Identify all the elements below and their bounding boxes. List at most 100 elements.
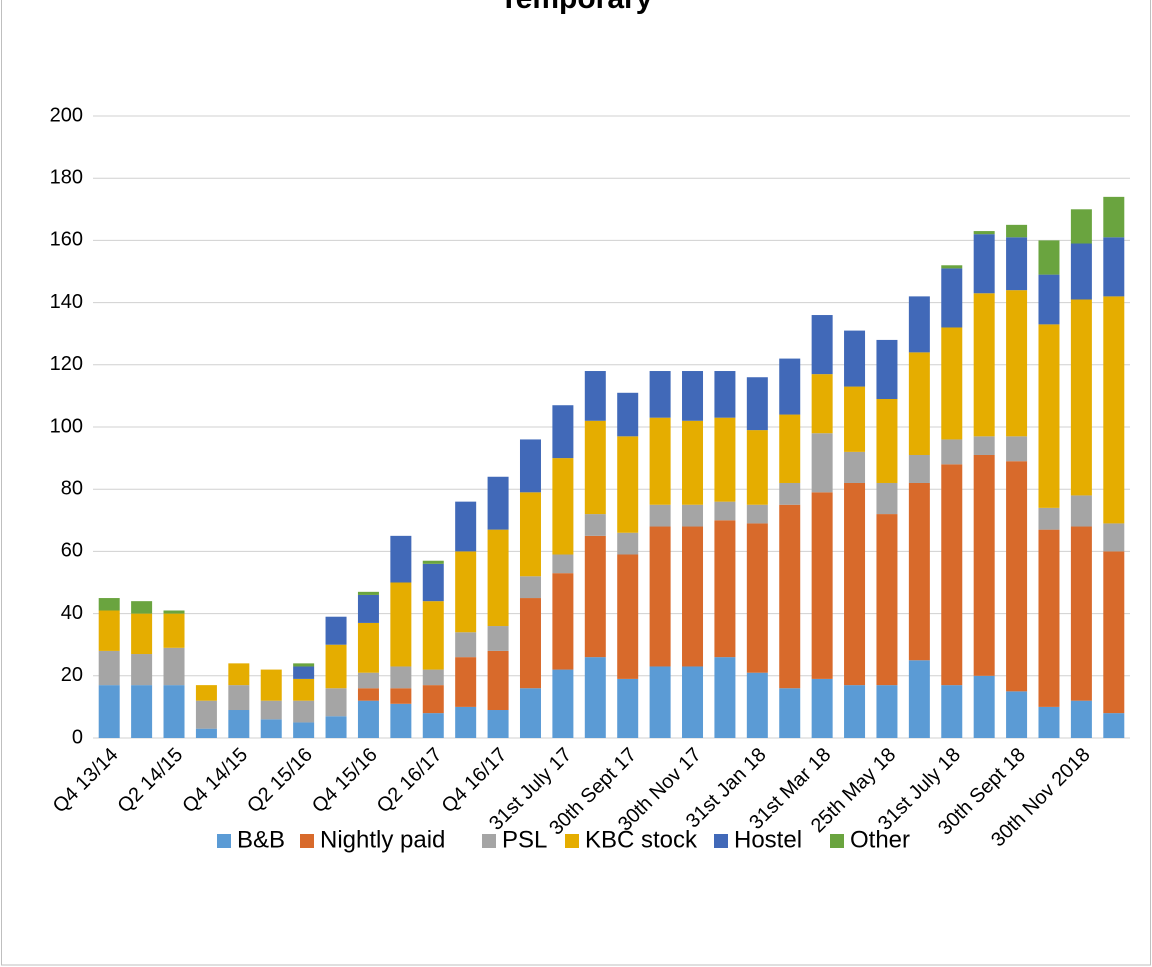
x-tick-label: Q2 16/17 [373,744,447,818]
legend-swatch [482,834,496,848]
bar-segment [876,685,898,738]
y-tick-label: 80 [61,477,83,499]
bar-segment [1038,507,1060,530]
bar-segment [98,610,120,651]
bar-segment [487,529,509,627]
bar-segment [682,420,704,505]
bar-segment [714,657,736,738]
x-tick-label: Q4 14/15 [178,744,252,818]
bar-segment [422,713,444,738]
bar-segment [617,392,639,437]
bar-segment [487,476,509,530]
bar-segment [519,439,541,493]
bar-segment [293,678,315,701]
bar-segment [908,352,930,455]
bar-segment [195,728,217,738]
x-tick-label: Q2 15/16 [243,744,317,818]
bar-segment [228,710,250,738]
bar-segment [293,666,315,679]
y-tick-label: 100 [50,415,83,437]
bar-segment [714,417,736,502]
bar-segment [98,685,120,738]
bar-segment [617,678,639,738]
bar-segment [390,688,412,704]
bar-segment [1070,526,1092,701]
bar-segment [584,535,606,658]
bar-segment [487,710,509,738]
bar-segment [908,660,930,738]
bar-segment [1103,713,1125,738]
x-tick-label: Q4 15/16 [308,744,382,818]
bar-segment [1038,240,1060,275]
bar-segment [844,451,866,483]
bar-segment [973,231,995,235]
bar-segment [325,616,347,645]
legend-swatch [830,834,844,848]
bar-segment [746,377,768,431]
bar-segment [293,663,315,667]
bar-segment [1103,237,1125,297]
legend-swatch [565,834,579,848]
bar-segment [908,454,930,483]
legend-label: Hostel [734,826,802,853]
bar-segment [682,504,704,527]
bar-segment [714,520,736,658]
bar-segment [779,482,801,505]
bar-segment [260,719,282,738]
bar-segment [163,685,185,738]
bar-segment [519,688,541,738]
bar-segment [779,414,801,483]
bar-segment [973,436,995,455]
bar-segment [941,327,963,440]
bar-segment [844,482,866,686]
bar-segment [973,675,995,738]
bar-segment [811,315,833,375]
bar-segment [228,685,250,711]
bar-segment [1006,461,1028,692]
y-tick-label: 160 [50,229,83,251]
y-tick-label: 20 [61,664,83,686]
y-tick-label: 0 [72,726,83,748]
bar-segment [163,613,185,648]
bar-segment [682,666,704,738]
bar-segment [941,464,963,686]
bar-segment [844,330,866,387]
bar-segment [1103,551,1125,714]
bar-segment [422,563,444,602]
bar-segment [98,650,120,686]
bar-segment [1038,706,1060,738]
bar-segment [357,622,379,673]
bar-segment [1070,209,1092,244]
bar-segment [649,417,671,505]
bar-segment [1103,296,1125,524]
bar-segment [455,657,477,707]
bar-segment [973,293,995,437]
bar-segment [552,554,574,574]
bar-segment [455,706,477,738]
bar-segment [584,420,606,515]
bar-segment [519,576,541,599]
bar-segment [1070,299,1092,496]
bar-segment [293,700,315,723]
bar-segment [487,626,509,651]
y-tick-label: 180 [50,166,83,188]
bar-segment [1006,691,1028,738]
bar-segment [260,700,282,720]
bar-segment [260,669,282,701]
bar-segment [1103,196,1125,238]
legend-swatch [217,834,231,848]
bar-segment [584,657,606,738]
y-tick-label: 60 [61,540,83,562]
bar-segment [131,654,153,686]
bar-segment [876,514,898,686]
legend-swatch [300,834,314,848]
bar-segment [422,669,444,686]
bar-segment [649,666,671,738]
bar-segment [876,399,898,483]
y-tick-label: 120 [50,353,83,375]
bar-segment [1006,290,1028,437]
bar-segment [422,685,444,714]
bar-segment [1103,523,1125,552]
bar-segment [617,532,639,555]
